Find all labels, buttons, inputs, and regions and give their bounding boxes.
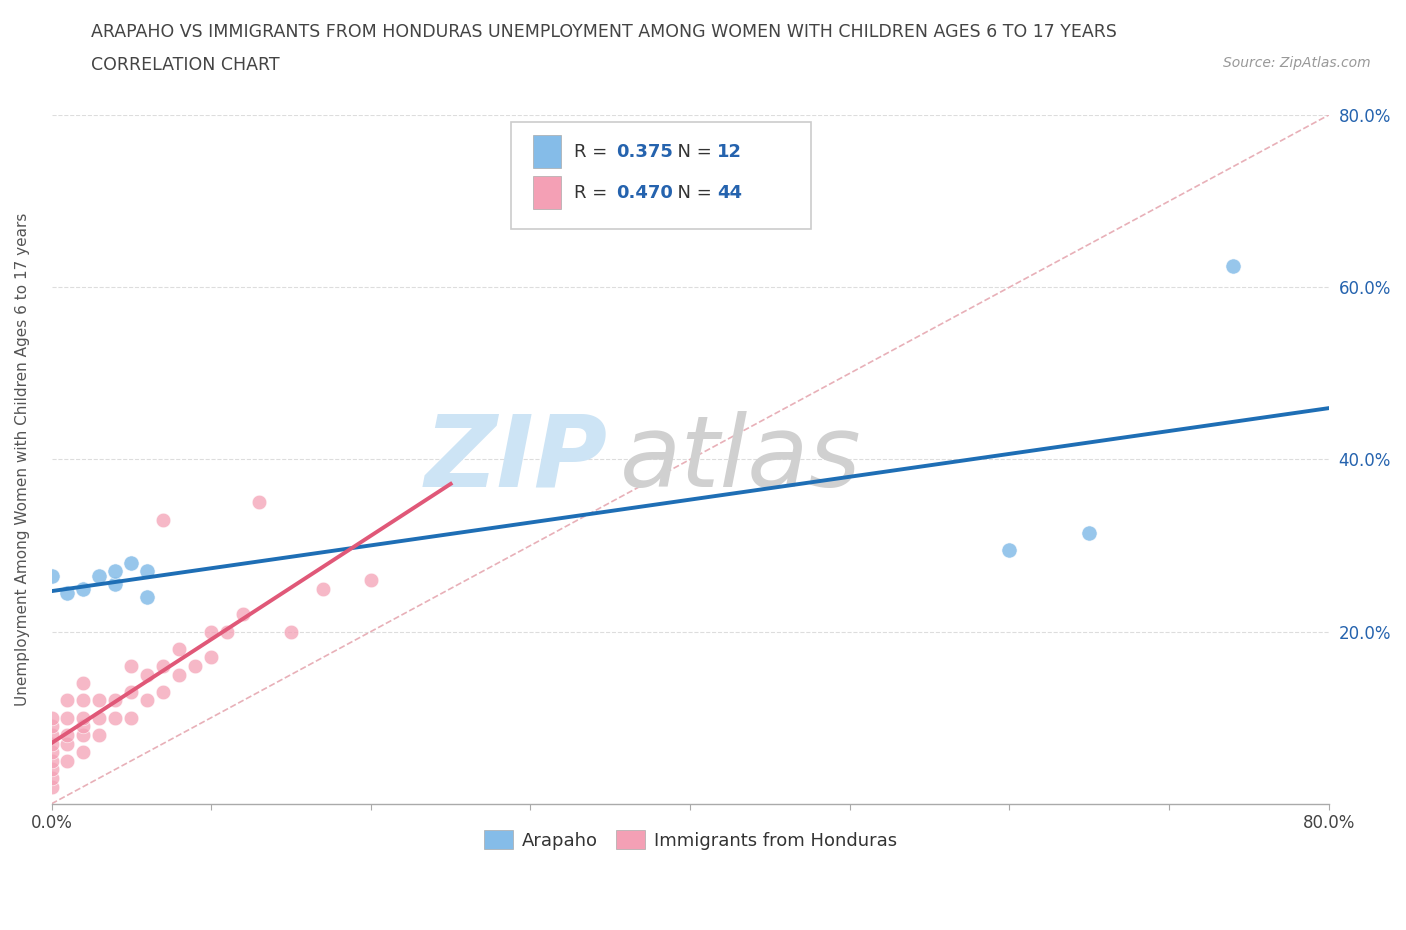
Point xyxy=(89,693,111,708)
Text: Source: ZipAtlas.com: Source: ZipAtlas.com xyxy=(1223,56,1371,70)
Point xyxy=(247,495,270,510)
Point xyxy=(41,762,63,777)
Text: 12: 12 xyxy=(717,142,742,161)
Point xyxy=(152,684,174,699)
Point xyxy=(152,512,174,527)
Point xyxy=(998,542,1021,557)
Point xyxy=(167,667,190,682)
Point xyxy=(41,568,63,583)
Point xyxy=(280,624,302,639)
Point xyxy=(217,624,239,639)
Point xyxy=(89,711,111,725)
Point xyxy=(232,607,254,622)
Bar xyxy=(533,177,561,209)
Point xyxy=(120,684,142,699)
Point xyxy=(41,711,63,725)
Text: N =: N = xyxy=(666,184,717,202)
Point xyxy=(89,727,111,742)
Point xyxy=(120,555,142,570)
Text: 0.470: 0.470 xyxy=(616,184,673,202)
Point xyxy=(56,585,79,600)
Point xyxy=(136,693,159,708)
Point xyxy=(104,564,127,578)
Point xyxy=(72,676,94,691)
Point xyxy=(200,624,222,639)
Legend: Arapaho, Immigrants from Honduras: Arapaho, Immigrants from Honduras xyxy=(477,822,904,857)
Bar xyxy=(533,135,561,168)
Point xyxy=(56,736,79,751)
Point xyxy=(56,711,79,725)
Point xyxy=(41,719,63,734)
Point xyxy=(89,568,111,583)
Point xyxy=(120,711,142,725)
Point xyxy=(312,581,335,596)
Point xyxy=(120,658,142,673)
Point xyxy=(72,745,94,760)
Point xyxy=(72,727,94,742)
Text: 0.375: 0.375 xyxy=(616,142,673,161)
Y-axis label: Unemployment Among Women with Children Ages 6 to 17 years: Unemployment Among Women with Children A… xyxy=(15,213,30,706)
Point xyxy=(1078,525,1101,540)
Point xyxy=(360,573,382,588)
Point xyxy=(41,753,63,768)
Point xyxy=(200,650,222,665)
FancyBboxPatch shape xyxy=(512,122,811,229)
Point xyxy=(41,736,63,751)
Text: CORRELATION CHART: CORRELATION CHART xyxy=(91,56,280,73)
Point xyxy=(72,693,94,708)
Text: atlas: atlas xyxy=(620,411,862,508)
Point xyxy=(56,727,79,742)
Text: R =: R = xyxy=(574,184,613,202)
Text: ARAPAHO VS IMMIGRANTS FROM HONDURAS UNEMPLOYMENT AMONG WOMEN WITH CHILDREN AGES : ARAPAHO VS IMMIGRANTS FROM HONDURAS UNEM… xyxy=(91,23,1118,41)
Point xyxy=(41,727,63,742)
Point xyxy=(41,745,63,760)
Point xyxy=(104,577,127,591)
Point xyxy=(72,719,94,734)
Point xyxy=(167,642,190,657)
Point xyxy=(136,564,159,578)
Text: R =: R = xyxy=(574,142,613,161)
Point xyxy=(72,711,94,725)
Text: N =: N = xyxy=(666,142,717,161)
Point xyxy=(41,779,63,794)
Point xyxy=(104,711,127,725)
Point xyxy=(56,753,79,768)
Text: 44: 44 xyxy=(717,184,742,202)
Point xyxy=(184,658,207,673)
Point xyxy=(72,581,94,596)
Point xyxy=(152,658,174,673)
Point xyxy=(1222,259,1244,273)
Text: ZIP: ZIP xyxy=(425,411,607,508)
Point xyxy=(56,693,79,708)
Point xyxy=(41,771,63,786)
Point xyxy=(104,693,127,708)
Point xyxy=(136,667,159,682)
Point xyxy=(136,590,159,604)
